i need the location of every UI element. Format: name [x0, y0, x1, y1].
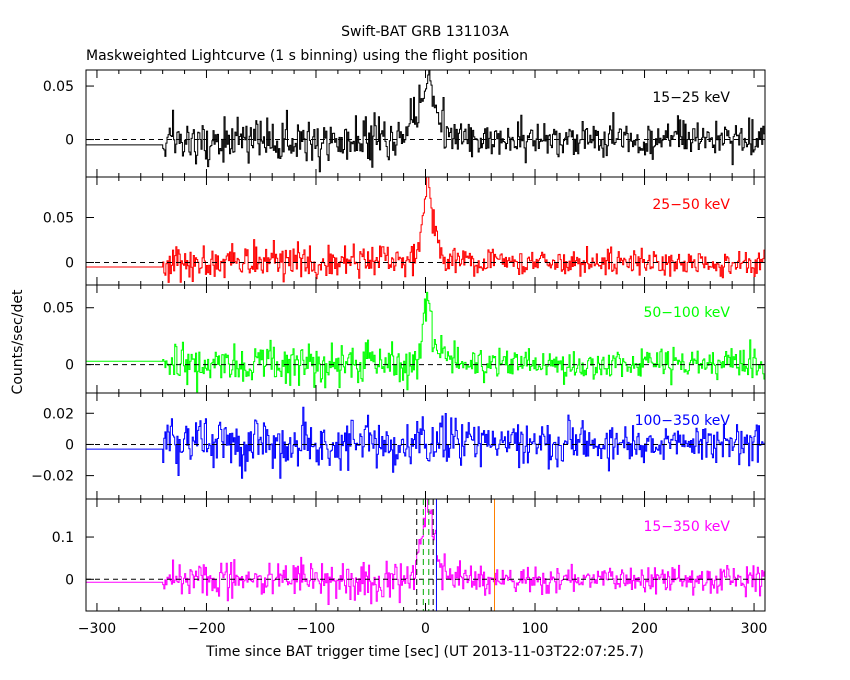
series-line-5 [86, 498, 766, 605]
x-tick-label: 0 [421, 621, 430, 637]
panel-4: −0.02 0 0.02 100−350 keV [31, 392, 766, 500]
panel-1: 0 0.05 15−25 keV [43, 69, 766, 178]
panel-label-3: 50−100 keV [643, 305, 730, 321]
y-tick-label: 0 [65, 256, 74, 272]
panels: 0 0.05 15−25 keV 0 0.05 25−50 keV 0 0.05 50−100 … [31, 69, 768, 637]
y-tick-label: 0 [65, 133, 74, 149]
y-tick-label: 0.02 [43, 406, 74, 422]
x-tick-label: −200 [187, 621, 225, 637]
chart-subtitle: Maskweighted Lightcurve (1 s binning) us… [86, 48, 528, 64]
x-tick-label: 300 [741, 621, 768, 637]
panel-frame-1 [85, 69, 766, 178]
panel-label-5: 15−350 keV [643, 519, 730, 535]
x-axis-label: Time since BAT trigger time [sec] (UT 20… [205, 644, 644, 660]
y-tick-label: 0 [65, 572, 74, 588]
panel-2: 0 0.05 25−50 keV [43, 176, 766, 286]
series-line-3 [86, 291, 766, 393]
panel-label-4: 100−350 keV [635, 413, 731, 429]
series-line-1 [86, 69, 766, 173]
x-tick-label: 200 [631, 621, 658, 637]
series-line-4 [86, 406, 766, 479]
x-tick-label: 100 [522, 621, 549, 637]
y-tick-label: 0.05 [43, 79, 74, 95]
panel-label-2: 25−50 keV [652, 197, 730, 213]
y-tick-label: 0.1 [52, 530, 74, 546]
series-line-2 [86, 176, 766, 283]
x-tick-label: −100 [297, 621, 335, 637]
y-tick-label: −0.02 [31, 469, 74, 485]
x-tick-label: −300 [78, 621, 116, 637]
panel-label-1: 15−25 keV [652, 90, 730, 106]
y-tick-label: 0 [65, 437, 74, 453]
y-tick-label: 0.05 [43, 211, 74, 227]
chart-title: Swift-BAT GRB 131103A [341, 24, 509, 40]
panel-5: 0 0.1 15−350 keV [52, 498, 766, 612]
y-tick-label: 0.05 [43, 301, 74, 317]
y-tick-label: 0 [65, 358, 74, 374]
y-axis-label: Counts/sec/det [10, 289, 26, 394]
panel-3: 0 0.05 50−100 keV [43, 284, 766, 394]
